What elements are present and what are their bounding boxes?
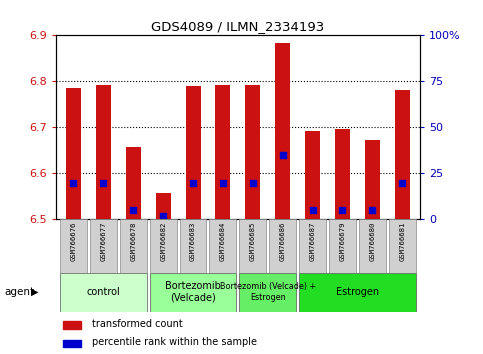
Bar bbox=[60, 219, 87, 273]
Text: agent: agent bbox=[5, 287, 35, 297]
Bar bbox=[359, 219, 386, 273]
Bar bbox=[90, 219, 117, 273]
Title: GDS4089 / ILMN_2334193: GDS4089 / ILMN_2334193 bbox=[151, 20, 325, 33]
Bar bbox=[96, 85, 111, 219]
Text: GSM766679: GSM766679 bbox=[340, 222, 345, 261]
Text: GSM766678: GSM766678 bbox=[130, 222, 136, 261]
Point bbox=[189, 180, 197, 185]
Bar bbox=[185, 86, 200, 219]
Bar bbox=[63, 340, 81, 347]
Bar bbox=[156, 193, 170, 219]
Text: GSM766686: GSM766686 bbox=[280, 222, 286, 261]
Text: Bortezomib (Velcade) +
Estrogen: Bortezomib (Velcade) + Estrogen bbox=[220, 282, 316, 302]
Point bbox=[219, 180, 227, 185]
Text: percentile rank within the sample: percentile rank within the sample bbox=[92, 337, 257, 347]
Text: GSM766676: GSM766676 bbox=[71, 222, 76, 261]
Bar bbox=[245, 85, 260, 219]
Text: GSM766683: GSM766683 bbox=[190, 222, 196, 261]
Bar bbox=[299, 219, 326, 273]
Bar bbox=[299, 273, 416, 312]
Bar bbox=[126, 147, 141, 219]
Point bbox=[279, 152, 286, 158]
Bar bbox=[335, 129, 350, 219]
Point bbox=[339, 207, 346, 213]
Bar bbox=[395, 90, 410, 219]
Text: Estrogen: Estrogen bbox=[336, 287, 379, 297]
Bar bbox=[269, 219, 296, 273]
Bar bbox=[215, 85, 230, 219]
Text: GSM766682: GSM766682 bbox=[160, 222, 166, 261]
Bar bbox=[365, 140, 380, 219]
Text: GSM766684: GSM766684 bbox=[220, 222, 226, 261]
Bar bbox=[63, 321, 81, 329]
Bar bbox=[389, 219, 416, 273]
Text: ▶: ▶ bbox=[31, 287, 39, 297]
Text: transformed count: transformed count bbox=[92, 319, 183, 329]
Bar bbox=[275, 43, 290, 219]
Point bbox=[99, 180, 107, 185]
Point bbox=[309, 207, 316, 213]
Point bbox=[159, 213, 167, 219]
Text: GSM766681: GSM766681 bbox=[399, 222, 405, 261]
Bar bbox=[150, 273, 236, 312]
Point bbox=[129, 207, 137, 213]
Bar bbox=[66, 88, 81, 219]
Point bbox=[369, 207, 376, 213]
Text: GSM766687: GSM766687 bbox=[310, 222, 315, 261]
Bar bbox=[60, 273, 147, 312]
Bar bbox=[180, 219, 207, 273]
Point bbox=[398, 180, 406, 185]
Bar bbox=[240, 219, 266, 273]
Text: Bortezomib
(Velcade): Bortezomib (Velcade) bbox=[165, 281, 221, 303]
Text: GSM766680: GSM766680 bbox=[369, 222, 375, 261]
Point bbox=[70, 180, 77, 185]
Bar bbox=[120, 219, 147, 273]
Bar bbox=[210, 219, 236, 273]
Bar bbox=[150, 219, 177, 273]
Text: control: control bbox=[86, 287, 120, 297]
Text: GSM766685: GSM766685 bbox=[250, 222, 256, 261]
Bar bbox=[329, 219, 356, 273]
Point bbox=[249, 180, 256, 185]
Bar bbox=[305, 131, 320, 219]
Text: GSM766677: GSM766677 bbox=[100, 222, 106, 261]
Bar bbox=[240, 273, 296, 312]
